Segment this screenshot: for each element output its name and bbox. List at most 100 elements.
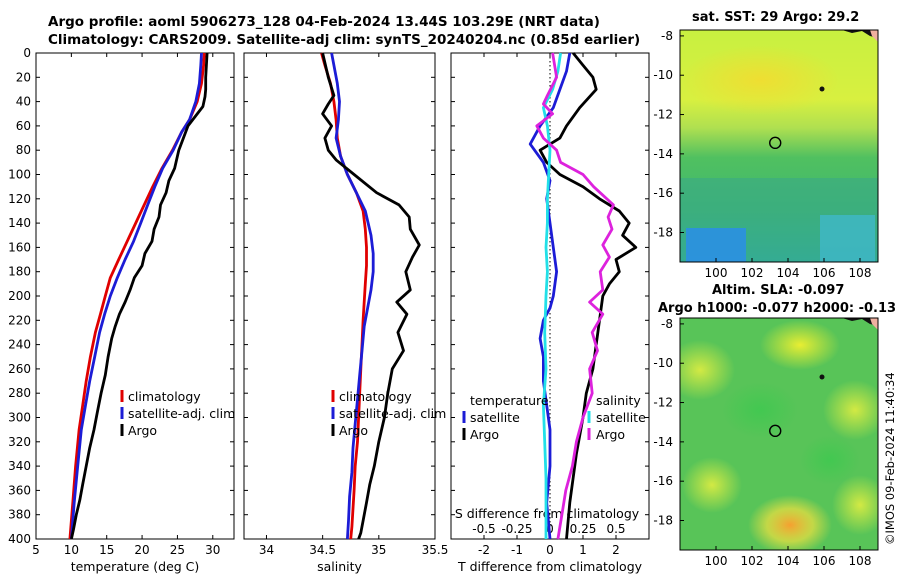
sla-map-title: Altim. SLA: -0.097 (712, 283, 845, 298)
x-tick-label: 20 (134, 543, 149, 557)
map-x-tick-label: 102 (741, 266, 764, 280)
legend-label: satellite-adj. clim (128, 406, 235, 421)
map-y-tick-label: -10 (653, 68, 673, 82)
series-line-argo (70, 52, 209, 540)
legend-label: satellite (470, 410, 520, 425)
land-patch (870, 30, 878, 42)
y-tick-label: 180 (8, 265, 31, 279)
coastline-icon (842, 318, 878, 326)
map-y-tick-label: -10 (653, 356, 673, 370)
sst-warm-patch (680, 45, 840, 115)
legend-label: Argo (128, 423, 157, 438)
series-line-satellite (330, 52, 375, 540)
profile-title: Argo profile: aoml 5906273_128 04-Feb-20… (48, 14, 600, 30)
legend-label: climatology (128, 389, 201, 404)
s-tick-label: 0.25 (570, 522, 597, 536)
map-x-tick-label: 102 (741, 554, 764, 568)
map-y-tick-label: -12 (653, 108, 673, 122)
x-tick-label: 15 (99, 543, 114, 557)
map-y-tick-label: -8 (661, 29, 673, 43)
sla-high-patch (832, 475, 878, 535)
profile-panel-3: -2 -1 0 1 2 T difference from climatology -0.5… (450, 52, 650, 574)
x-tick-label: -1 (511, 543, 523, 557)
map-x-tick-label: 106 (813, 266, 836, 280)
y-tick-label: 100 (8, 168, 31, 182)
plot-frame (35, 52, 235, 540)
map-axes: 100 102 104 106 108 -8 -10 -12 -14 -16 -18 100 102 10… (653, 29, 871, 568)
legend-label: Argo (470, 427, 499, 442)
legend-label: Argo (339, 423, 368, 438)
x-tick-label: 5 (32, 543, 40, 557)
s-tick-label: -0.25 (501, 522, 532, 536)
climatology-title: Climatology: CARS2009. Satellite-adj cli… (48, 32, 641, 48)
y-tick-label: 260 (8, 362, 31, 376)
map-x-tick-label: 100 (705, 554, 728, 568)
sla-high-patch (760, 320, 840, 370)
y-tick-label: 400 (8, 532, 31, 546)
x-tick-label: 0 (546, 543, 554, 557)
argo-position-marker (769, 136, 782, 150)
s-tick-label: 0.5 (606, 522, 625, 536)
coastline-icon (842, 30, 878, 38)
y-tick-label: 140 (8, 216, 31, 230)
y-tick-label: 220 (8, 313, 31, 327)
y-tick-label: 360 (8, 483, 31, 497)
legend-label: Argo (596, 427, 625, 442)
y-tick-label: 240 (8, 338, 31, 352)
x-tick-label: 10 (64, 543, 79, 557)
map-y-tick-label: -16 (653, 474, 673, 488)
sla-high-patch (682, 457, 742, 513)
map-x-tick-label: 106 (813, 554, 836, 568)
sla-max-patch (748, 495, 832, 550)
x-axis-label: temperature (deg C) (71, 559, 200, 574)
x-axis-label: salinity (317, 559, 362, 574)
series-line-argo (321, 52, 421, 540)
series-line-sal_diff (535, 52, 615, 540)
profile-panel-1: 0 20 40 60 80 100 120 140 160 180 200 220 240 260 280 3… (8, 46, 235, 574)
x-tick-label: 1 (579, 543, 587, 557)
sla-high-patch (823, 380, 878, 440)
x-tick-label: -2 (478, 543, 490, 557)
sst-cold-patch (686, 228, 746, 262)
map-y-tick-label: -18 (653, 514, 673, 528)
sla-map-frame (679, 317, 879, 551)
y-tick-label: 80 (16, 143, 31, 157)
y-tick-label: 380 (8, 508, 31, 522)
sst-map-title: sat. SST: 29 Argo: 29.2 (692, 10, 860, 25)
map-y-tick-label: -16 (653, 186, 673, 200)
series-line-satellite (70, 52, 203, 540)
y-tick-label: 300 (8, 411, 31, 425)
y-tick-label: 320 (8, 435, 31, 449)
y-tick-label: 20 (16, 70, 31, 84)
sla-high-patch (680, 340, 735, 400)
x-tick-label: 30 (205, 543, 220, 557)
argo-height-title: Argo h1000: -0.077 h2000: -0.13 (658, 301, 897, 316)
y-tick-label: 340 (8, 459, 31, 473)
sst-map-frame (679, 29, 879, 263)
y-tick-label: 120 (8, 192, 31, 206)
legend-label: climatology (339, 389, 412, 404)
y-tick-label: 280 (8, 386, 31, 400)
profile-panel-2: 34 34.5 35 35.5 salinity climatology satellite… (243, 52, 449, 574)
legend-label: satellite-adj. clim (339, 406, 446, 421)
series-line-sat_sal_diff (542, 52, 562, 539)
land-patch (870, 318, 878, 330)
y-tick-label: 40 (16, 95, 31, 109)
island-icon (819, 86, 825, 92)
profile-panels: 0204060801001201401601802002202402602803… (8, 46, 650, 574)
x-tick-label: 34 (259, 543, 274, 557)
island-icon (819, 374, 825, 380)
x-tick-label: 35 (371, 543, 386, 557)
map-x-tick-label: 108 (849, 554, 872, 568)
sla-low-patch (722, 382, 798, 438)
y-tick-label: 200 (8, 289, 31, 303)
legend-label: satellite (596, 410, 646, 425)
map-x-tick-label: 100 (705, 266, 728, 280)
x-tick-label: 35.5 (422, 543, 449, 557)
s-tick-label: -0.5 (472, 522, 495, 536)
legend-title: temperature (470, 393, 549, 408)
x-tick-label: 2 (612, 543, 620, 557)
plot-frame (243, 52, 436, 540)
x-tick-label: 34.5 (309, 543, 336, 557)
